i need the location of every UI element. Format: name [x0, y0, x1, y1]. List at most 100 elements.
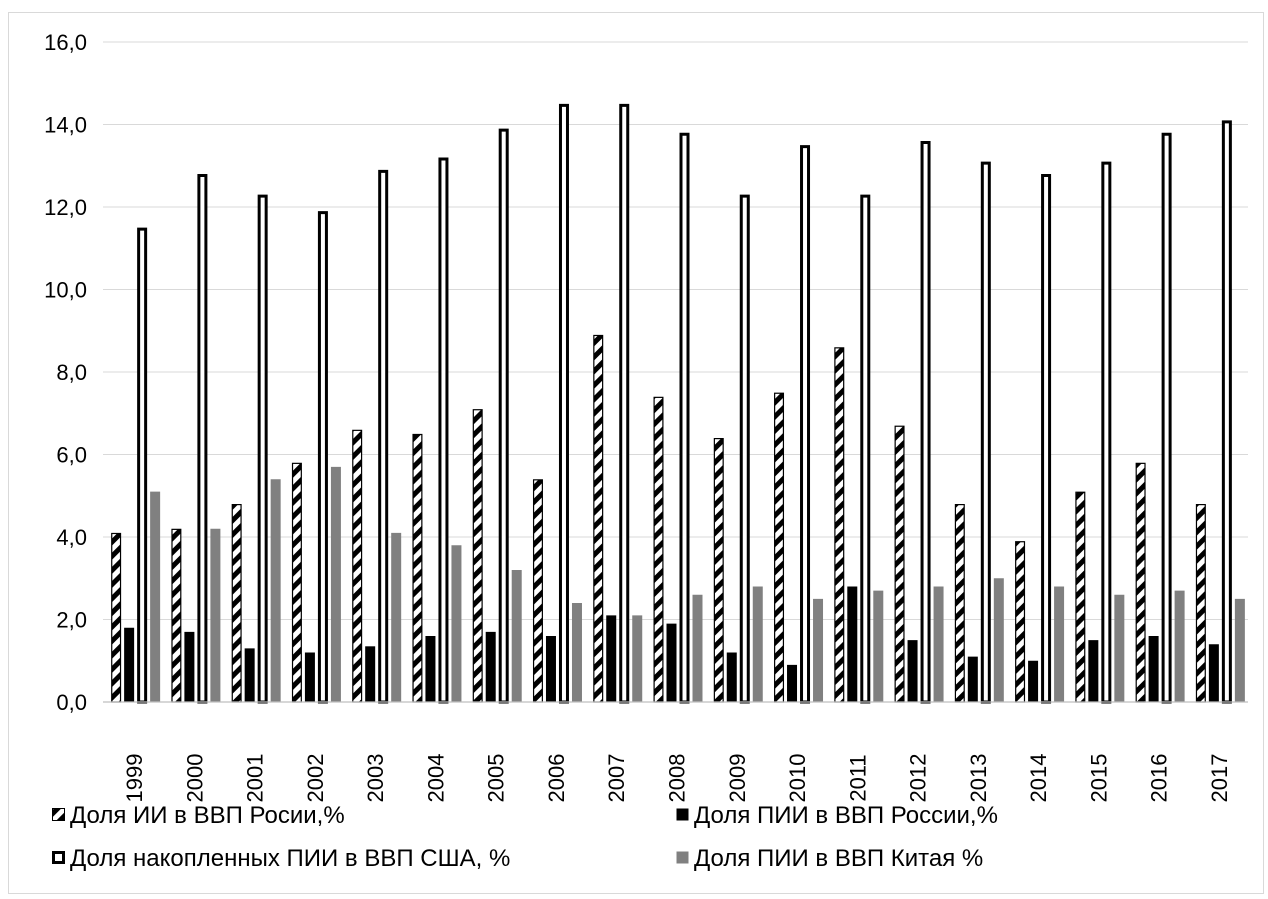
bar-fdi-russia-2001 [245, 648, 255, 702]
bar-fdi-russia-2012 [908, 640, 918, 702]
x-tick-label: 2016 [1147, 754, 1172, 803]
bar-ii-russia-2011 [835, 348, 844, 702]
bar-ii-russia-2002 [293, 463, 302, 702]
bar-fdi-usa-2005 [500, 130, 507, 702]
bar-ii-russia-2009 [714, 439, 723, 702]
y-tick-label: 12,0 [44, 195, 87, 220]
bar-fdi-china-2005 [512, 570, 522, 702]
y-tick-label: 10,0 [44, 278, 87, 303]
legend-swatch [53, 809, 65, 821]
legend-label: Доля ИИ в ВВП Росии,% [70, 802, 345, 829]
bar-ii-russia-2004 [413, 434, 422, 702]
bar-fdi-russia-2016 [1149, 636, 1159, 702]
x-tick-label: 2014 [1026, 754, 1051, 803]
y-tick-label: 2,0 [56, 608, 87, 633]
bar-fdi-russia-2011 [847, 587, 857, 703]
bar-fdi-russia-2017 [1209, 644, 1219, 702]
bar-fdi-russia-2009 [727, 653, 737, 703]
bar-fdi-russia-2004 [425, 636, 435, 702]
bar-ii-russia-2010 [775, 393, 784, 702]
bar-fdi-china-2011 [873, 591, 883, 702]
bar-ii-russia-2000 [172, 529, 181, 702]
x-tick-label: 2001 [243, 754, 268, 803]
bar-fdi-china-2016 [1175, 591, 1185, 702]
bar-fdi-usa-2007 [621, 105, 628, 702]
bar-fdi-usa-2014 [1043, 176, 1050, 703]
bar-ii-russia-2015 [1076, 492, 1085, 702]
bar-fdi-china-2014 [1054, 587, 1064, 703]
bar-fdi-russia-2003 [365, 646, 375, 702]
bar-fdi-usa-2012 [922, 143, 929, 703]
bar-ii-russia-2008 [654, 397, 663, 702]
x-tick-label: 2004 [423, 754, 448, 803]
legend-label: Доля ПИИ в ВВП России,% [694, 802, 998, 829]
x-tick-label: 2008 [665, 754, 690, 803]
bar-fdi-russia-2005 [486, 632, 496, 702]
bar-ii-russia-2001 [232, 505, 241, 702]
bar-fdi-russia-2015 [1088, 640, 1098, 702]
bar-fdi-china-2008 [693, 595, 703, 702]
x-tick-label: 2011 [845, 754, 870, 801]
bar-fdi-usa-2011 [862, 196, 869, 702]
bar-fdi-china-2007 [632, 615, 642, 702]
bar-fdi-usa-2001 [259, 196, 266, 702]
x-tick-label: 2012 [906, 754, 931, 803]
y-tick-label: 16,0 [44, 30, 87, 55]
bar-fdi-china-2004 [451, 545, 461, 702]
bar-fdi-china-2012 [934, 587, 944, 703]
bar-ii-russia-2013 [955, 505, 964, 702]
bar-ii-russia-2003 [353, 430, 362, 702]
bar-fdi-russia-2000 [184, 632, 194, 702]
legend-swatch [677, 852, 689, 864]
x-tick-label: 2005 [484, 754, 509, 803]
bar-ii-russia-2014 [1016, 542, 1025, 702]
bar-ii-russia-2016 [1136, 463, 1145, 702]
legend-swatch [54, 853, 64, 863]
bar-fdi-china-2000 [210, 529, 220, 702]
bar-fdi-usa-2010 [802, 147, 809, 702]
bar-fdi-china-2015 [1114, 595, 1124, 702]
bar-ii-russia-1999 [112, 533, 121, 702]
bar-fdi-china-2002 [331, 467, 341, 702]
bar-ii-russia-2012 [895, 426, 904, 702]
legend: Доля ИИ в ВВП Росии,% Доля ПИИ в ВВП Росс… [53, 802, 998, 872]
legend-label: Доля ПИИ в ВВП Китая % [694, 845, 983, 872]
bar-fdi-usa-2015 [1103, 163, 1110, 702]
bar-fdi-usa-2017 [1223, 122, 1230, 702]
bar-fdi-russia-2007 [606, 615, 616, 702]
bar-ii-russia-2007 [594, 335, 603, 702]
x-tick-label: 2009 [725, 754, 750, 803]
bar-ii-russia-2006 [534, 480, 543, 702]
legend-label: Доля накопленных ПИИ в ВВП США, % [70, 845, 510, 872]
bars [112, 105, 1245, 702]
x-tick-label: 2006 [544, 754, 569, 803]
x-tick-label: 2003 [363, 754, 388, 803]
bar-fdi-usa-2013 [982, 163, 989, 702]
y-tick-label: 4,0 [56, 525, 87, 550]
bar-fdi-china-2010 [813, 599, 823, 702]
bar-fdi-china-2013 [994, 578, 1004, 702]
x-tick-label: 2017 [1207, 754, 1232, 803]
bar-fdi-russia-2014 [1028, 661, 1038, 702]
bar-fdi-china-1999 [150, 492, 160, 702]
bar-fdi-usa-2004 [440, 159, 447, 702]
bar-fdi-russia-2008 [667, 624, 677, 702]
bar-fdi-russia-2013 [968, 657, 978, 702]
x-tick-label: 2007 [604, 754, 629, 803]
bar-fdi-russia-2002 [305, 653, 315, 703]
y-tick-label: 0,0 [56, 690, 87, 715]
bar-fdi-china-2006 [572, 603, 582, 702]
x-tick-label: 2015 [1086, 754, 1111, 803]
x-tick-label: 2013 [966, 754, 991, 803]
x-tick-label: 2000 [182, 754, 207, 803]
y-tick-label: 6,0 [56, 443, 87, 468]
y-tick-label: 8,0 [56, 360, 87, 385]
bar-ii-russia-2005 [473, 410, 482, 702]
bar-fdi-china-2003 [391, 533, 401, 702]
axes: 0,0 2,0 4,0 6,0 8,0 10,0 12,0 14,0 16,0 1999 2000 2… [44, 30, 1248, 802]
bar-fdi-china-2009 [753, 587, 763, 703]
bar-ii-russia-2017 [1196, 505, 1205, 702]
x-tick-label: 2002 [303, 754, 328, 803]
